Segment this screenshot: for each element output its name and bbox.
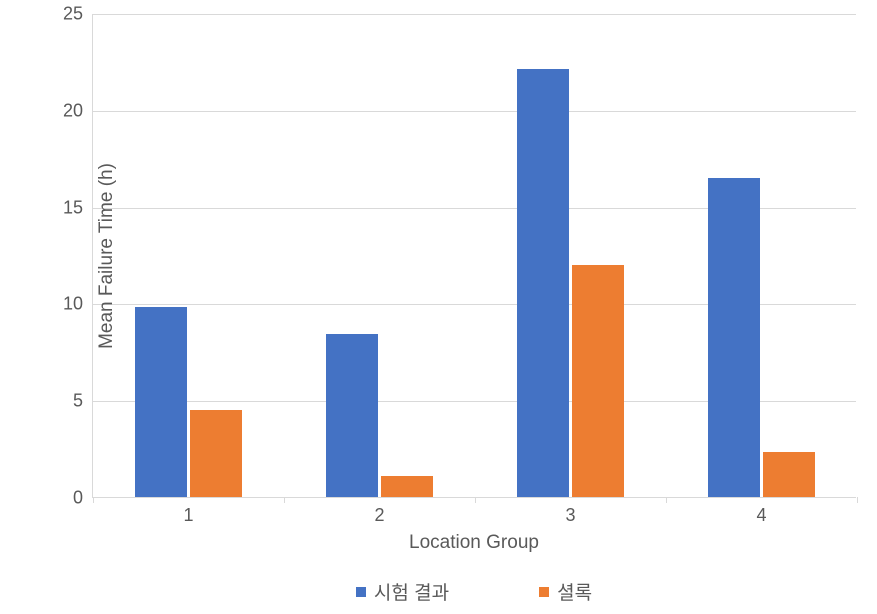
x-tick-label: 1 [183, 497, 193, 526]
bar [381, 476, 433, 497]
legend: 시험 결과 셜록 [92, 578, 856, 605]
legend-swatch [356, 587, 366, 597]
x-tick-mark [666, 497, 667, 503]
y-tick-label: 0 [73, 488, 93, 509]
x-axis-title: Location Group [409, 532, 539, 554]
y-tick-label: 10 [63, 294, 93, 315]
gridline [93, 111, 856, 112]
x-tick-label: 2 [374, 497, 384, 526]
x-tick-label: 4 [756, 497, 766, 526]
bar [763, 452, 815, 497]
legend-swatch [539, 587, 549, 597]
gridline [93, 14, 856, 15]
bar [572, 265, 624, 497]
bar [517, 69, 569, 497]
x-tick-mark [93, 497, 94, 503]
legend-label: 시험 결과 [374, 578, 449, 605]
chart-container: 05101520251234 Mean Failure Time (h) Loc… [0, 0, 877, 614]
y-tick-label: 5 [73, 391, 93, 412]
y-tick-label: 25 [63, 4, 93, 25]
y-tick-label: 15 [63, 197, 93, 218]
bar [190, 410, 242, 497]
legend-item: 시험 결과 [356, 578, 449, 605]
plot-area: 05101520251234 [92, 14, 856, 498]
bar [708, 178, 760, 497]
legend-item: 셜록 [539, 578, 592, 605]
y-tick-label: 20 [63, 100, 93, 121]
x-tick-mark [857, 497, 858, 503]
y-axis-title: Mean Failure Time (h) [96, 163, 118, 349]
x-tick-mark [475, 497, 476, 503]
x-tick-label: 3 [565, 497, 575, 526]
bar [326, 334, 378, 497]
bar [135, 307, 187, 497]
legend-label: 셜록 [557, 578, 592, 605]
x-tick-mark [284, 497, 285, 503]
